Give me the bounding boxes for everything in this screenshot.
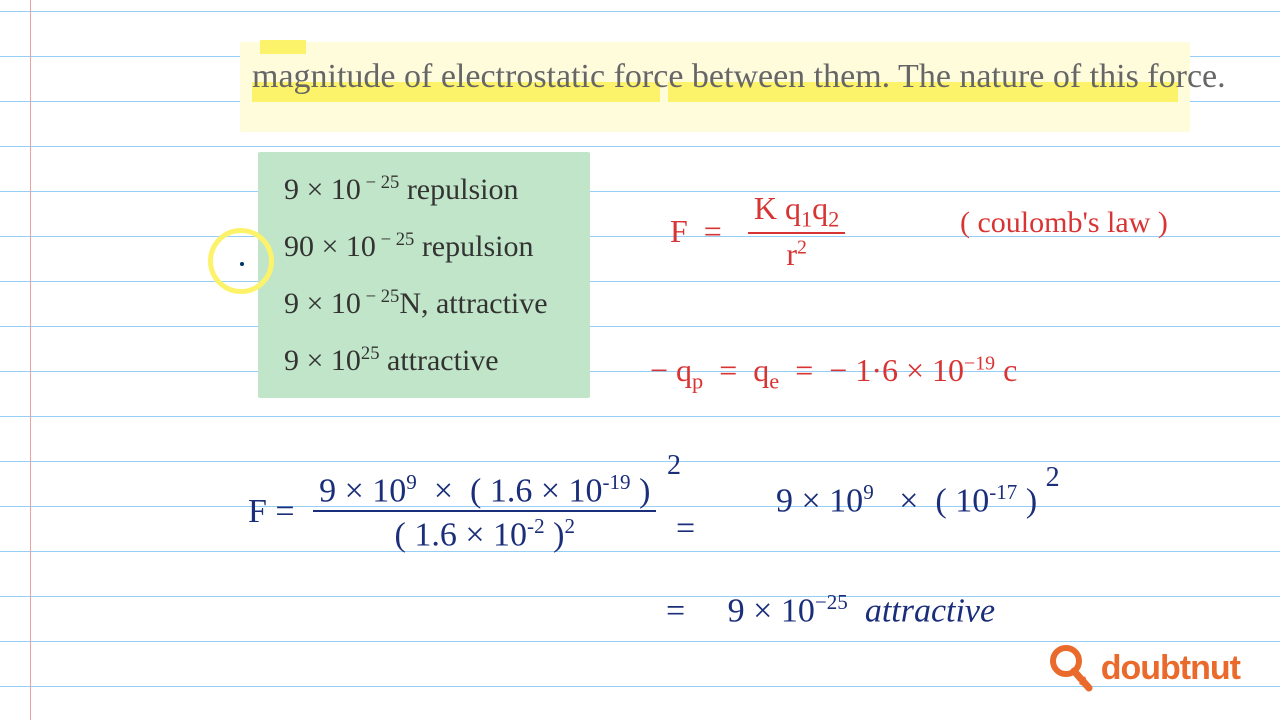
calc-equals-1: =: [676, 510, 695, 548]
option-d[interactable]: 9 × 1025 attractive: [284, 343, 564, 378]
logo-icon: [1049, 644, 1097, 692]
highlight-underline-top: [260, 40, 306, 54]
coulomb-formula: F = K q1q2 r2: [670, 190, 845, 273]
circle-dot: [240, 262, 244, 266]
options-panel: 9 × 10 − 25 repulsion 90 × 10 − 25 repul…: [258, 152, 590, 398]
option-b[interactable]: 90 × 10 − 25 repulsion: [284, 229, 564, 264]
charge-line: − qp = qe = − 1·6 × 10−19 c: [650, 352, 1017, 394]
logo-text: doubtnut: [1101, 649, 1240, 688]
question-text: magnitude of electrostatic force between…: [252, 58, 1226, 96]
calc-main: F = 9 × 109 × ( 1.6 × 10-19 ) ( 1.6 × 10…: [248, 470, 681, 555]
doubtnut-logo[interactable]: doubtnut: [1049, 644, 1240, 692]
circle-annotation: [208, 228, 274, 294]
calc-result: = 9 × 10−25 attractive: [666, 590, 995, 630]
option-c[interactable]: 9 × 10 − 25N, attractive: [284, 286, 564, 321]
coulomb-label: ( coulomb's law ): [960, 206, 1168, 240]
margin-line: [30, 0, 31, 720]
calc-rhs1: 9 × 109 × ( 10-17 ) 2: [776, 480, 1060, 520]
option-a[interactable]: 9 × 10 − 25 repulsion: [284, 172, 564, 207]
